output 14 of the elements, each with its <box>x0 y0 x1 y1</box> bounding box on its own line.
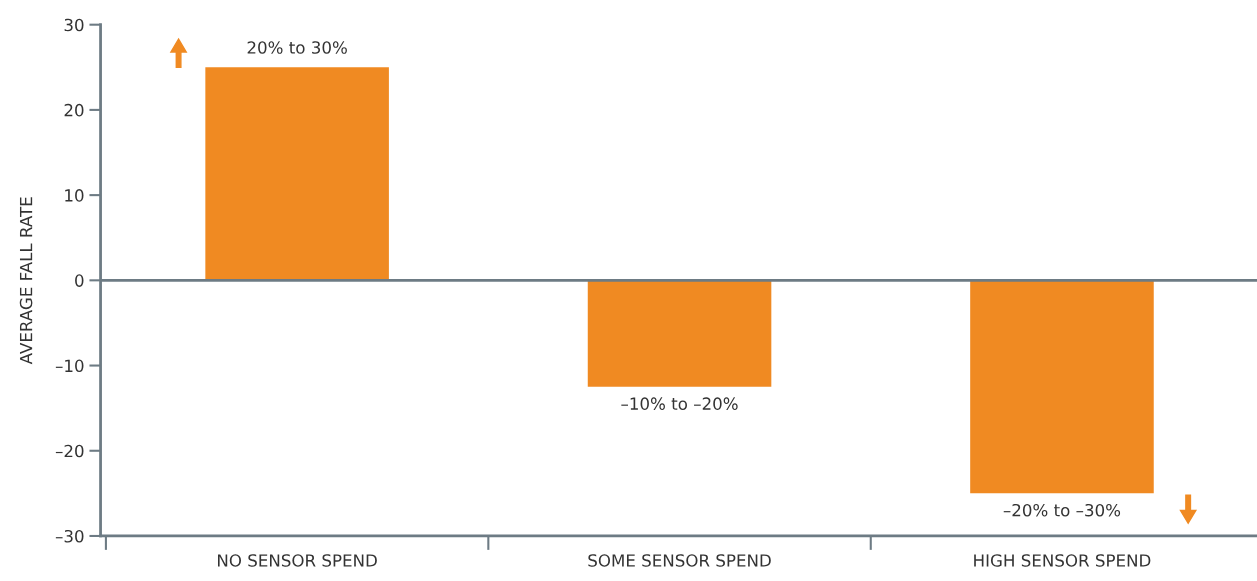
y-axis-title: AVERAGE FALL RATE <box>19 197 33 365</box>
x-tick-label: SOME SENSOR SPEND <box>588 554 771 567</box>
y-tick-label: –20 <box>55 444 84 458</box>
y-tick-label: 20 <box>64 103 84 117</box>
y-tick-label: 10 <box>65 189 84 202</box>
y-tick-label: –10 <box>55 359 84 373</box>
x-tick-label: HIGH SENSOR SPEND <box>974 554 1151 567</box>
y-tick-label: 30 <box>64 18 84 32</box>
annotation: –10% to –20% <box>621 397 738 410</box>
y-tick-label: –30 <box>55 529 84 543</box>
x-tick-label: NO SENSOR SPEND <box>218 554 377 567</box>
annotation: –20% to –30% <box>1003 503 1121 517</box>
y-tick-label: 0 <box>75 274 84 287</box>
annotation: 20% to 30% <box>247 41 347 54</box>
